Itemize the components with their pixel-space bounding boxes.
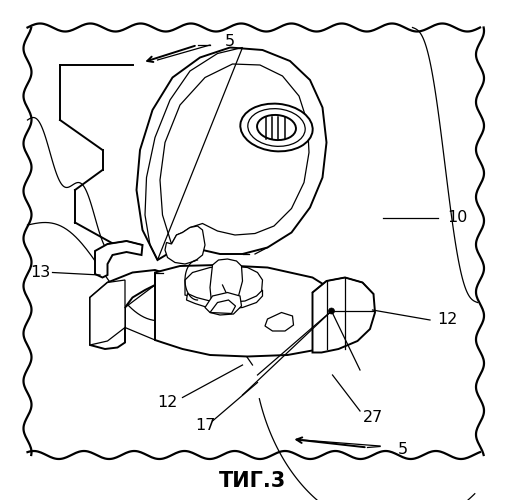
Text: ΤИГ.3: ΤИГ.3: [219, 471, 286, 491]
Ellipse shape: [240, 104, 313, 152]
Text: 5: 5: [397, 442, 408, 458]
Polygon shape: [165, 226, 205, 264]
Polygon shape: [210, 259, 242, 303]
Polygon shape: [155, 265, 345, 356]
Text: 27: 27: [363, 410, 383, 425]
Polygon shape: [90, 270, 163, 349]
Text: 17: 17: [195, 418, 215, 434]
Polygon shape: [313, 278, 375, 352]
Polygon shape: [95, 241, 142, 278]
Polygon shape: [205, 292, 241, 315]
Ellipse shape: [248, 108, 305, 146]
Polygon shape: [210, 300, 235, 314]
Text: 5: 5: [225, 34, 235, 48]
Polygon shape: [136, 48, 327, 260]
Polygon shape: [185, 266, 263, 304]
Text: 12: 12: [158, 395, 178, 410]
Polygon shape: [265, 312, 293, 331]
Text: 10: 10: [447, 210, 468, 225]
Text: 12: 12: [437, 312, 458, 328]
Polygon shape: [90, 280, 125, 345]
Ellipse shape: [257, 115, 296, 140]
Polygon shape: [186, 290, 263, 309]
Text: 13: 13: [30, 265, 50, 280]
Polygon shape: [160, 64, 309, 244]
Ellipse shape: [328, 308, 334, 314]
Bar: [27, 28, 480, 455]
